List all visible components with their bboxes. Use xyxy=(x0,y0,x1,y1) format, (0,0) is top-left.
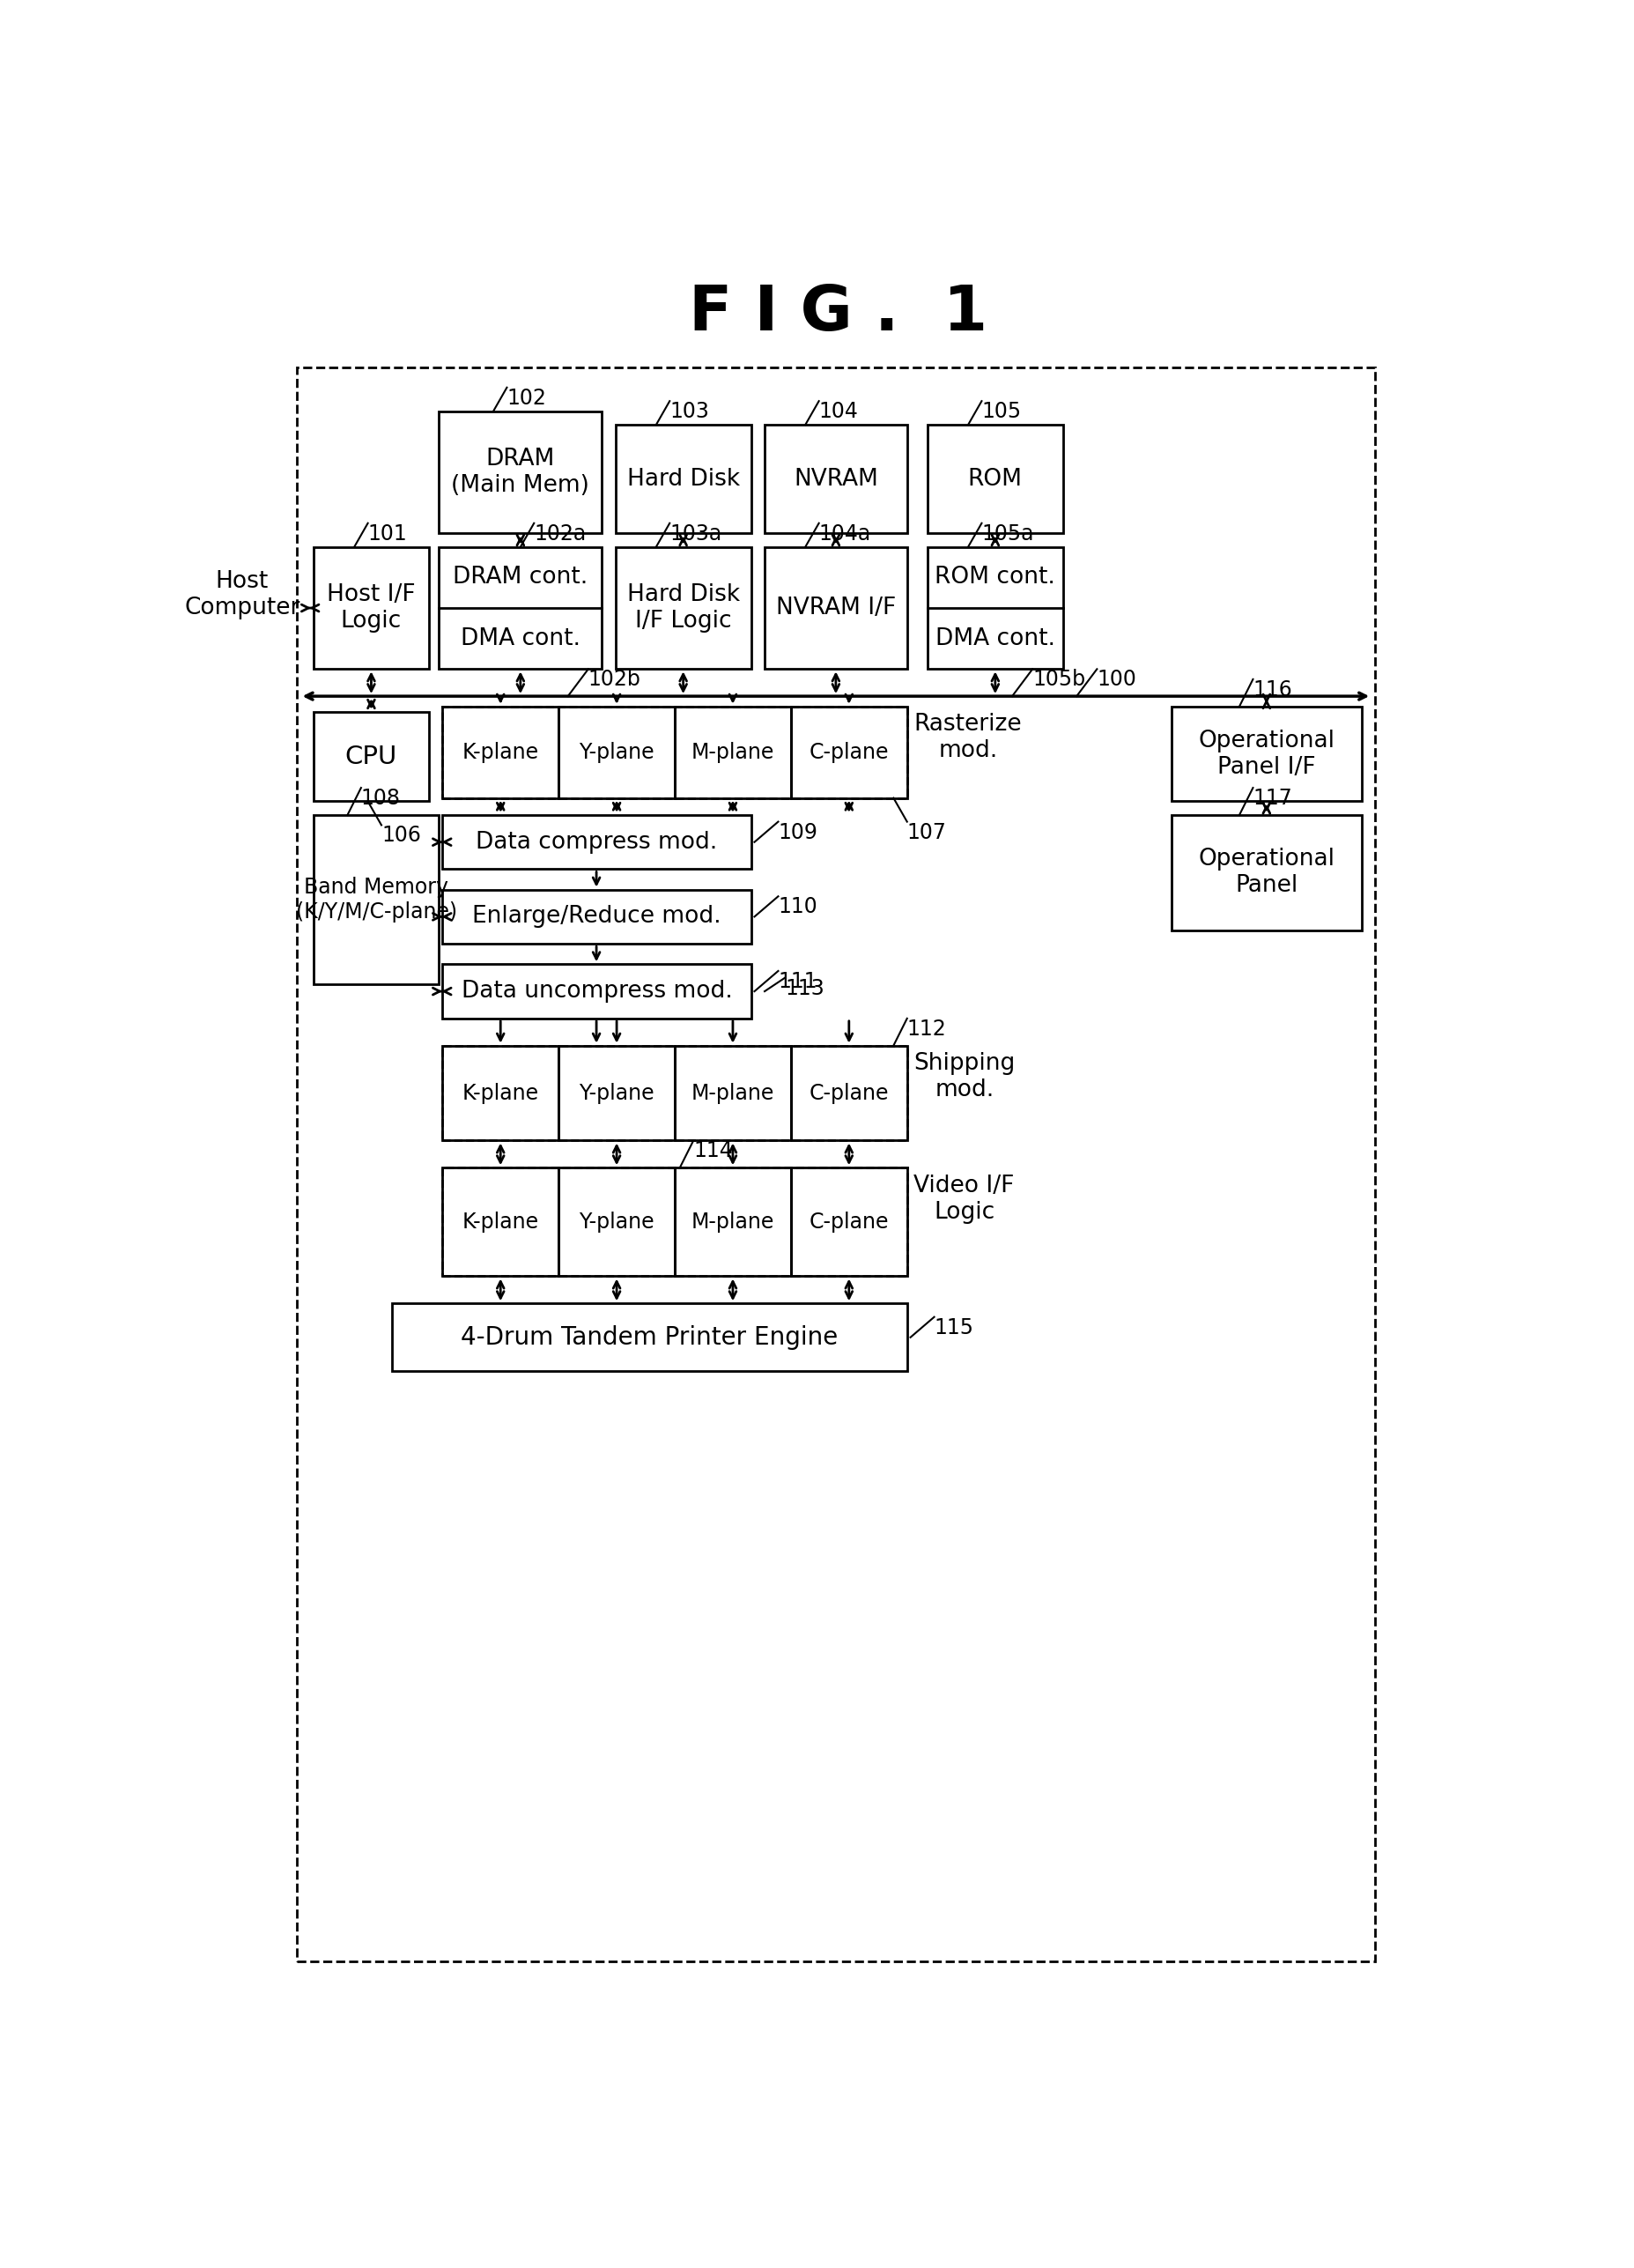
Text: ROM: ROM xyxy=(967,467,1021,490)
Bar xyxy=(314,814,440,984)
Text: 111: 111 xyxy=(778,971,817,991)
Text: C-plane: C-plane xyxy=(809,742,889,762)
Bar xyxy=(791,1046,907,1141)
Text: Enlarge/Reduce mod.: Enlarge/Reduce mod. xyxy=(472,905,721,928)
Text: M-plane: M-plane xyxy=(691,1211,775,1232)
Text: Host
Computer: Host Computer xyxy=(185,569,301,619)
Text: K-plane: K-plane xyxy=(462,1211,539,1232)
Text: DRAM cont.: DRAM cont. xyxy=(453,567,588,590)
Text: 105b: 105b xyxy=(1033,669,1085,689)
Bar xyxy=(926,547,1062,669)
Bar xyxy=(765,547,907,669)
Bar xyxy=(443,1168,559,1277)
Text: 102: 102 xyxy=(507,388,546,408)
Text: NVRAM I/F: NVRAM I/F xyxy=(776,596,895,619)
Text: 110: 110 xyxy=(778,896,817,919)
Text: 103: 103 xyxy=(670,401,709,422)
Text: Band Memory
(K/Y/M/C-plane): Band Memory (K/Y/M/C-plane) xyxy=(296,878,458,923)
Bar xyxy=(675,1046,791,1141)
Bar xyxy=(559,705,675,798)
Bar xyxy=(443,705,907,798)
Text: Operational
Panel: Operational Panel xyxy=(1198,848,1333,898)
Text: Y-plane: Y-plane xyxy=(578,742,654,762)
Text: C-plane: C-plane xyxy=(809,1211,889,1232)
Bar xyxy=(559,1046,675,1141)
Text: Operational
Panel I/F: Operational Panel I/F xyxy=(1198,730,1333,778)
Text: Hard Disk: Hard Disk xyxy=(626,467,739,490)
Text: M-plane: M-plane xyxy=(691,742,775,762)
Text: 113: 113 xyxy=(784,978,824,998)
Bar xyxy=(440,547,601,669)
Text: K-plane: K-plane xyxy=(462,1082,539,1105)
Bar xyxy=(440,411,601,533)
Bar xyxy=(926,424,1062,533)
Bar xyxy=(443,705,559,798)
Text: 101: 101 xyxy=(368,524,407,544)
Bar xyxy=(791,705,907,798)
Bar xyxy=(765,424,907,533)
Bar xyxy=(559,1168,675,1277)
Bar xyxy=(443,1046,559,1141)
Bar xyxy=(443,889,750,943)
Text: 105a: 105a xyxy=(980,524,1034,544)
Bar xyxy=(614,424,750,533)
Text: 100: 100 xyxy=(1096,669,1136,689)
Bar xyxy=(443,814,750,869)
Text: 104a: 104a xyxy=(819,524,871,544)
Text: 115: 115 xyxy=(933,1318,974,1338)
Text: F I G .  1: F I G . 1 xyxy=(688,284,987,342)
Bar xyxy=(1172,705,1361,801)
Bar xyxy=(675,1168,791,1277)
Text: 102a: 102a xyxy=(534,524,587,544)
Bar xyxy=(296,367,1374,1962)
Text: NVRAM: NVRAM xyxy=(792,467,877,490)
Text: DMA cont.: DMA cont. xyxy=(935,626,1054,651)
Bar xyxy=(443,964,750,1018)
Text: C-plane: C-plane xyxy=(809,1082,889,1105)
Bar xyxy=(791,1168,907,1277)
Text: 103a: 103a xyxy=(670,524,722,544)
Text: Hard Disk
I/F Logic: Hard Disk I/F Logic xyxy=(626,583,739,633)
Text: Y-plane: Y-plane xyxy=(578,1082,654,1105)
Text: Host I/F
Logic: Host I/F Logic xyxy=(327,583,415,633)
Text: Y-plane: Y-plane xyxy=(578,1211,654,1232)
Bar xyxy=(443,1168,907,1277)
Text: DRAM
(Main Mem): DRAM (Main Mem) xyxy=(451,447,590,497)
Text: K-plane: K-plane xyxy=(462,742,539,762)
Bar xyxy=(1172,814,1361,930)
Text: ROM cont.: ROM cont. xyxy=(935,567,1056,590)
Bar xyxy=(614,547,750,669)
Text: 109: 109 xyxy=(778,821,817,844)
Text: 104: 104 xyxy=(819,401,858,422)
Text: Shipping
mod.: Shipping mod. xyxy=(913,1052,1015,1102)
Bar xyxy=(314,712,428,801)
Text: 102b: 102b xyxy=(588,669,641,689)
Text: 117: 117 xyxy=(1252,787,1292,810)
Text: DMA cont.: DMA cont. xyxy=(461,626,580,651)
Text: 108: 108 xyxy=(361,787,400,810)
Text: Data uncompress mod.: Data uncompress mod. xyxy=(461,980,732,1002)
Text: 4-Drum Tandem Printer Engine: 4-Drum Tandem Printer Engine xyxy=(461,1325,838,1349)
Text: 106: 106 xyxy=(381,826,420,846)
Text: 116: 116 xyxy=(1252,678,1292,701)
Text: Video I/F
Logic: Video I/F Logic xyxy=(913,1175,1015,1225)
Text: 105: 105 xyxy=(980,401,1021,422)
Bar xyxy=(675,705,791,798)
Bar xyxy=(392,1304,907,1372)
Bar xyxy=(314,547,428,669)
Text: 114: 114 xyxy=(693,1141,732,1161)
Text: CPU: CPU xyxy=(345,744,397,769)
Text: 112: 112 xyxy=(907,1018,946,1039)
Bar xyxy=(443,1046,907,1141)
Text: Data compress mod.: Data compress mod. xyxy=(475,830,717,853)
Text: M-plane: M-plane xyxy=(691,1082,775,1105)
Text: Rasterize
mod.: Rasterize mod. xyxy=(913,712,1021,762)
Text: 107: 107 xyxy=(907,821,946,844)
